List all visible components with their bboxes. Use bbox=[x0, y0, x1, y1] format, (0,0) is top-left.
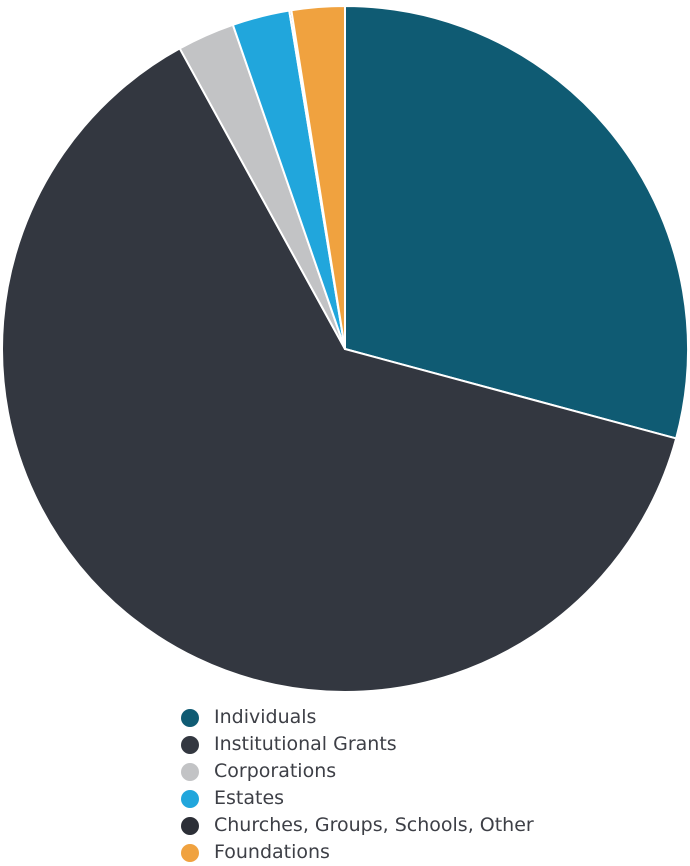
pie-slice-individuals bbox=[344, 5, 690, 440]
legend-item-corporations: Corporations bbox=[181, 758, 534, 785]
pie-chart bbox=[1, 5, 690, 693]
legend-item-individuals: Individuals bbox=[181, 704, 534, 731]
pie-slice-foundations bbox=[290, 5, 346, 350]
pie-slice-institutional-grants bbox=[1, 47, 678, 693]
legend-label: Churches, Groups, Schools, Other bbox=[214, 814, 534, 836]
legend-item-estates: Estates bbox=[181, 785, 534, 812]
legend-swatch bbox=[181, 762, 199, 781]
legend-item-churches-groups-schools-other: Churches, Groups, Schools, Other bbox=[181, 812, 534, 839]
legend-swatch bbox=[181, 708, 199, 727]
legend-swatch bbox=[181, 735, 199, 754]
legend-swatch bbox=[181, 789, 199, 808]
legend: Individuals Institutional Grants Corpora… bbox=[181, 704, 534, 866]
legend-item-foundations: Foundations bbox=[181, 839, 534, 866]
legend-label: Individuals bbox=[214, 706, 317, 728]
legend-item-institutional-grants: Institutional Grants bbox=[181, 731, 534, 758]
legend-label: Foundations bbox=[214, 841, 330, 863]
legend-swatch bbox=[181, 816, 199, 835]
legend-label: Estates bbox=[214, 787, 285, 809]
legend-label: Institutional Grants bbox=[214, 733, 397, 755]
legend-label: Corporations bbox=[214, 760, 337, 782]
legend-swatch bbox=[181, 843, 199, 862]
